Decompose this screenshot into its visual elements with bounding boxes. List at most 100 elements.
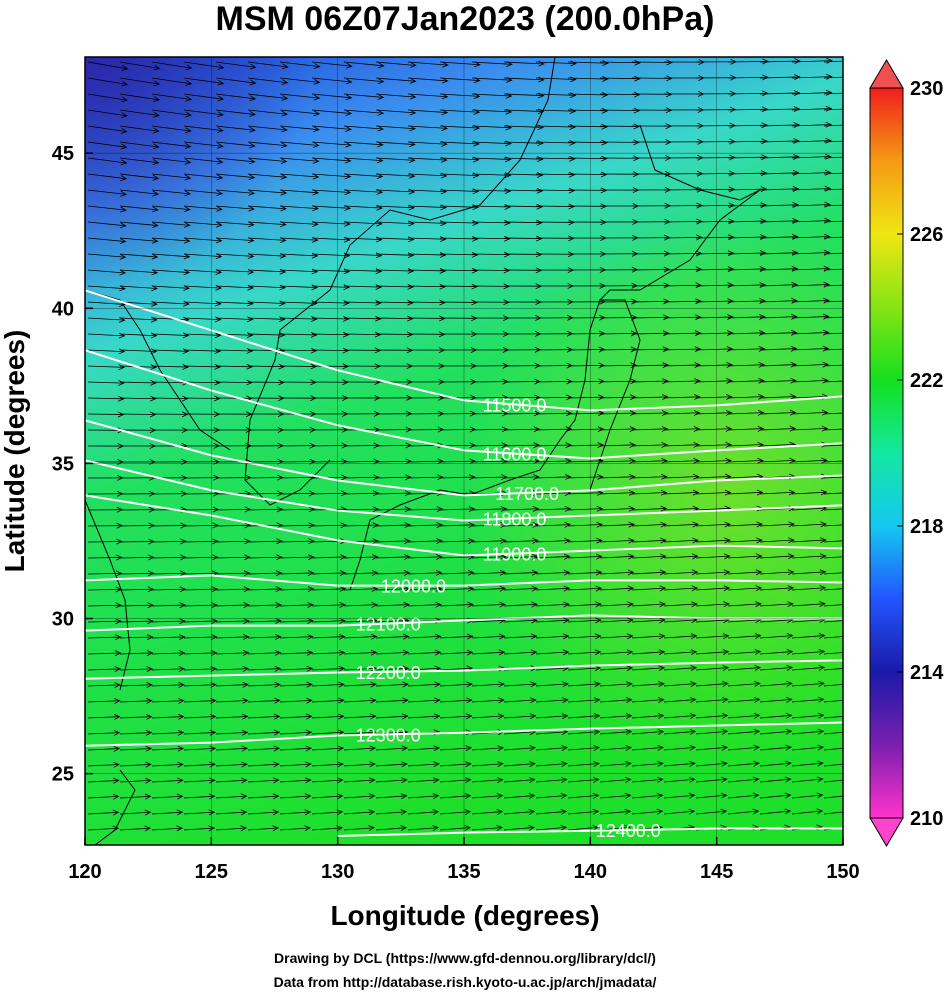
- wind-arrow-head: [852, 522, 858, 527]
- wind-arrow-head: [857, 186, 863, 191]
- x-tick-label: 145: [700, 861, 733, 883]
- wind-arrow: [344, 445, 379, 446]
- x-tick-label: 135: [447, 861, 480, 883]
- contour-label: 12000.0: [381, 577, 446, 597]
- wind-arrow-head: [858, 90, 864, 95]
- wind-arrow-head: [854, 410, 860, 415]
- contour-label: 11700.0: [495, 484, 559, 504]
- x-tick-label: 140: [574, 861, 607, 883]
- wind-arrow-head: [853, 490, 859, 495]
- wind-arrow: [280, 461, 315, 462]
- wind-arrow-head: [850, 681, 856, 686]
- credit-line: Drawing by DCL (https://www.gfd-dennou.o…: [274, 950, 656, 966]
- wind-arrow-head: [850, 697, 856, 702]
- wind-arrow-head: [854, 362, 860, 367]
- wind-arrow-head: [858, 58, 864, 63]
- wind-arrow-head: [849, 809, 855, 814]
- y-tick-label: 35: [52, 453, 74, 475]
- wind-arrow: [536, 365, 572, 366]
- wind-arrow: [568, 349, 604, 350]
- wind-arrow-head: [852, 585, 858, 590]
- wind-arrow: [152, 525, 186, 526]
- colorbar-max-arrow: [870, 60, 903, 88]
- wind-arrow-head: [851, 601, 857, 606]
- wind-arrow-head: [858, 106, 864, 111]
- contour-label: 12200.0: [356, 663, 421, 683]
- x-tick-label: 130: [321, 861, 354, 883]
- wind-arrow-head: [852, 570, 858, 575]
- wind-arrow-head: [857, 138, 863, 143]
- wind-arrow-head: [853, 474, 859, 479]
- colorbar-tick-label: 222: [910, 370, 943, 392]
- wind-arrow-head: [856, 266, 862, 271]
- wind-arrow-head: [849, 777, 855, 782]
- colorbar-min-arrow: [870, 818, 903, 846]
- contour-label: 11500.0: [483, 395, 547, 415]
- colorbar-tick-label: 226: [910, 224, 943, 246]
- contour-label: 12300.0: [356, 725, 421, 745]
- colorbar-tick-label: 230: [910, 78, 943, 100]
- wind-arrow-head: [855, 346, 861, 351]
- wind-arrow: [280, 366, 316, 367]
- plot-area: 11500.0 11600.0 11700.0 11800.0 11900.0 12000…: [85, 57, 864, 845]
- wind-arrow-head: [853, 458, 859, 463]
- wind-arrow-head: [858, 122, 864, 127]
- wind-arrow-head: [853, 506, 859, 511]
- y-tick-label: 25: [52, 764, 74, 786]
- wind-arrow: [632, 269, 669, 270]
- wind-arrow-head: [850, 729, 856, 734]
- title: MSM 06Z07Jan2023 (200.0hPa): [216, 0, 715, 38]
- x-axis-label: Longitude (degrees): [330, 900, 599, 931]
- wind-arrow-head: [855, 330, 861, 335]
- colorbar-tick-label: 218: [910, 516, 943, 538]
- y-tick-label: 30: [52, 609, 74, 631]
- wind-arrow: [184, 509, 218, 510]
- wind-arrow-head: [848, 825, 854, 830]
- y-tick-label: 45: [52, 143, 74, 165]
- wind-arrow: [440, 413, 475, 414]
- wind-arrow-head: [850, 713, 856, 718]
- wind-arrow-head: [851, 633, 857, 638]
- colorbar-body: [870, 88, 903, 818]
- credit-line: Data from http://database.rish.kyoto-u.a…: [274, 974, 657, 990]
- wind-arrow-head: [855, 298, 861, 303]
- wind-arrow-head: [857, 154, 863, 159]
- wind-arrow-head: [855, 314, 861, 319]
- wind-arrow-head: [853, 442, 859, 447]
- x-tick-label: 125: [195, 861, 228, 883]
- wind-arrow: [248, 477, 283, 478]
- contour-label: 11900.0: [483, 545, 547, 565]
- wind-arrow: [600, 317, 637, 318]
- wind-arrow-head: [849, 793, 855, 798]
- x-tick-label: 150: [826, 861, 859, 883]
- wind-arrow-head: [856, 250, 862, 255]
- wind-arrow: [120, 541, 154, 542]
- wind-arrow-head: [852, 538, 858, 543]
- contour-label: 11800.0: [483, 510, 547, 530]
- wind-arrow-head: [856, 234, 862, 239]
- contour-label: 11600.0: [483, 445, 547, 465]
- x-tick-label: 120: [68, 861, 101, 883]
- contour-label: 12400.0: [596, 821, 661, 841]
- colorbar-tick-label: 210: [910, 808, 943, 830]
- wind-arrow-head: [851, 649, 857, 654]
- wind-arrow-head: [858, 74, 864, 79]
- wind-arrow-head: [857, 202, 863, 207]
- wind-arrow-head: [849, 761, 855, 766]
- wind-arrow-head: [854, 394, 860, 399]
- wind-arrow-head: [856, 218, 862, 223]
- wind-arrow-head: [849, 745, 855, 750]
- wind-arrow: [472, 270, 509, 271]
- wind-arrow: [408, 429, 443, 430]
- wind-arrow: [88, 557, 122, 558]
- wind-arrow-head: [856, 282, 862, 287]
- wind-arrow-head: [852, 554, 858, 559]
- wind-arrow-head: [854, 426, 860, 431]
- wind-arrow-head: [850, 665, 856, 670]
- y-tick-label: 40: [52, 298, 74, 320]
- y-axis-label: Latitude (degrees): [0, 330, 30, 573]
- contour-label: 12100.0: [356, 615, 421, 635]
- wind-arrow-head: [854, 378, 860, 383]
